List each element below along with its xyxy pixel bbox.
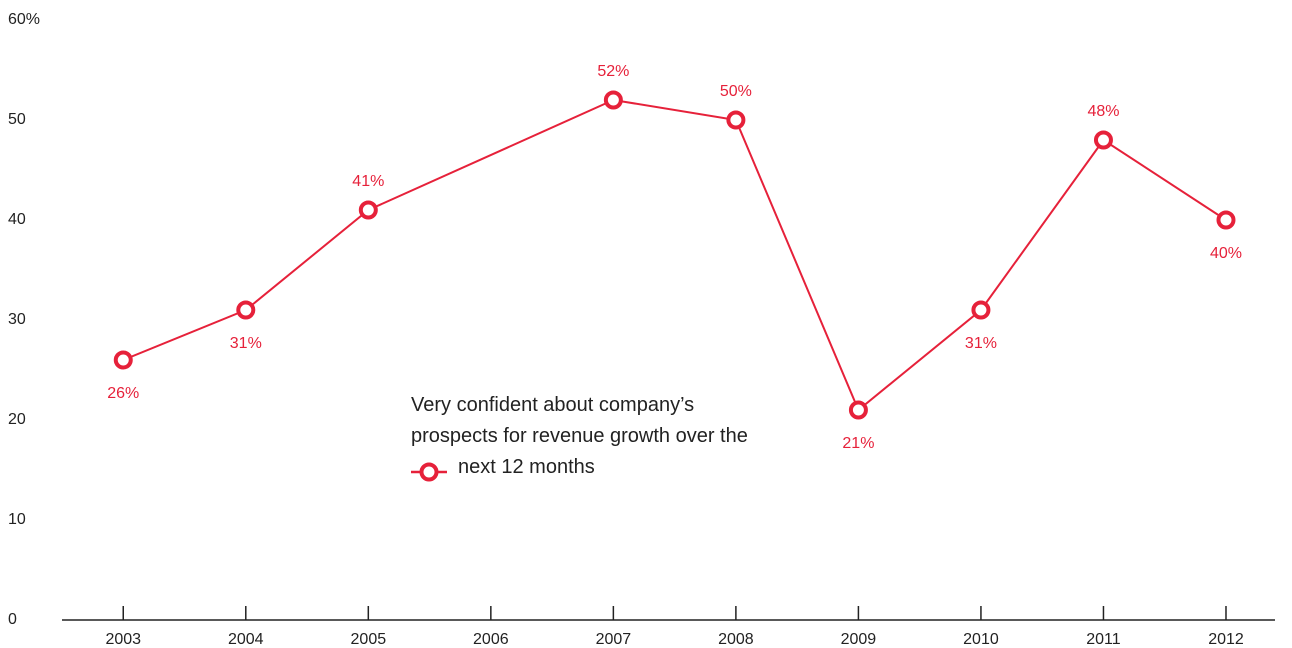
point (236, 300, 256, 320)
series-line (122, 98, 1227, 412)
y-tick-label: 20 (8, 411, 26, 428)
point (1093, 130, 1113, 150)
x-tick-label: 2012 (1208, 631, 1244, 648)
x-tick-label: 2011 (1086, 631, 1121, 648)
point (113, 350, 133, 370)
x-tick-label: 2006 (473, 631, 509, 648)
x-tick-label: 2004 (228, 631, 264, 648)
y-tick-label: 0 (8, 611, 17, 628)
y-tick-label: 30 (8, 311, 26, 328)
x-tick-label: 2003 (105, 631, 141, 648)
data-label: 52% (597, 63, 629, 80)
point (603, 90, 623, 110)
y-tick-label: 10 (8, 511, 26, 528)
point (971, 300, 991, 320)
legend: Very confident about company’s prospects… (411, 390, 771, 483)
data-label: 26% (107, 385, 139, 402)
data-label: 40% (1210, 245, 1242, 262)
legend-dot (419, 462, 439, 482)
x-tick-label: 2007 (596, 631, 632, 648)
y-tick-label: 40 (8, 211, 26, 228)
data-label: 48% (1087, 103, 1119, 120)
legend-marker (411, 462, 447, 482)
point (358, 200, 378, 220)
data-label: 31% (230, 335, 262, 352)
x-tick-label: 2005 (351, 631, 387, 648)
data-label: 21% (842, 435, 874, 452)
point (848, 400, 868, 420)
x-tick-label: 2009 (841, 631, 877, 648)
x-tick-label: 2010 (963, 631, 999, 648)
x-tick-label: 2008 (718, 631, 754, 648)
data-label: 31% (965, 335, 997, 352)
data-label: 41% (352, 173, 384, 190)
y-tick-label: 50 (8, 111, 26, 128)
y-tick-label: 60% (8, 11, 40, 28)
legend-label: Very confident about company’s prospects… (411, 394, 748, 478)
point (1216, 210, 1236, 230)
data-label: 50% (720, 83, 752, 100)
point (726, 110, 746, 130)
